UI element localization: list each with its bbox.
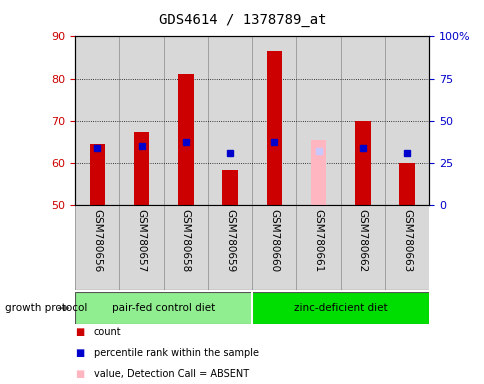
Text: GSM780662: GSM780662 xyxy=(357,209,367,272)
Bar xyxy=(134,132,149,205)
Bar xyxy=(178,74,193,205)
FancyBboxPatch shape xyxy=(252,292,428,324)
Text: value, Detection Call = ABSENT: value, Detection Call = ABSENT xyxy=(93,369,248,379)
Text: zinc-deficient diet: zinc-deficient diet xyxy=(293,303,387,313)
Bar xyxy=(354,121,370,205)
Bar xyxy=(340,205,384,290)
Bar xyxy=(164,205,208,290)
Bar xyxy=(266,51,282,205)
Bar xyxy=(208,36,252,205)
Text: percentile rank within the sample: percentile rank within the sample xyxy=(93,348,258,358)
Bar xyxy=(119,205,164,290)
Bar xyxy=(75,36,119,205)
Text: GSM780656: GSM780656 xyxy=(92,209,102,272)
Bar xyxy=(90,144,105,205)
Bar xyxy=(384,36,428,205)
Bar xyxy=(384,205,428,290)
Bar xyxy=(208,205,252,290)
Text: GSM780657: GSM780657 xyxy=(136,209,146,272)
FancyBboxPatch shape xyxy=(75,292,252,324)
Text: GSM780660: GSM780660 xyxy=(269,209,279,272)
Text: GDS4614 / 1378789_at: GDS4614 / 1378789_at xyxy=(158,13,326,27)
Text: ■: ■ xyxy=(75,369,84,379)
Text: count: count xyxy=(93,327,121,337)
Bar xyxy=(296,36,340,205)
Bar xyxy=(252,205,296,290)
Bar xyxy=(398,163,414,205)
Bar xyxy=(340,36,384,205)
Text: GSM780661: GSM780661 xyxy=(313,209,323,272)
Bar xyxy=(119,36,163,205)
Text: ■: ■ xyxy=(75,348,84,358)
Bar xyxy=(296,205,340,290)
Bar xyxy=(163,36,208,205)
Text: pair-fed control diet: pair-fed control diet xyxy=(112,303,215,313)
Bar xyxy=(252,36,296,205)
Text: growth protocol: growth protocol xyxy=(5,303,87,313)
Text: GSM780663: GSM780663 xyxy=(401,209,411,272)
Bar xyxy=(75,205,119,290)
Bar xyxy=(222,170,237,205)
Text: GSM780659: GSM780659 xyxy=(225,209,235,272)
Text: ■: ■ xyxy=(75,327,84,337)
Bar xyxy=(310,140,326,205)
Text: GSM780658: GSM780658 xyxy=(181,209,190,272)
